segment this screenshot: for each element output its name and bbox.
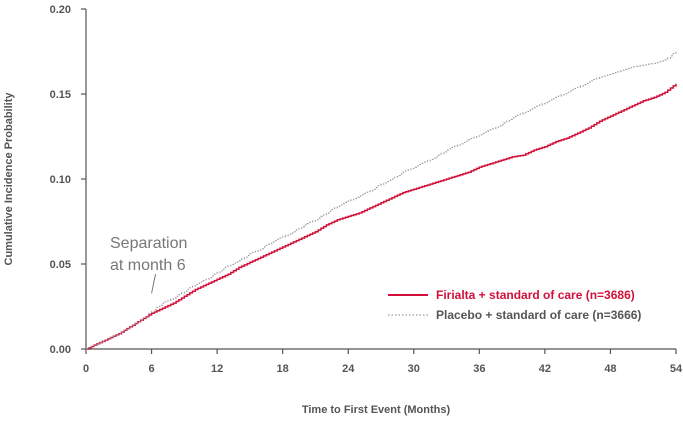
y-axis-title: Cumulative Incidence Probability: [3, 92, 15, 266]
x-tick-label: 24: [342, 363, 355, 375]
x-tick-label: 12: [211, 363, 223, 375]
y-tick-label: 0.10: [50, 174, 71, 186]
y-tick-label: 0.00: [50, 344, 71, 356]
x-tick-label: 42: [539, 363, 551, 375]
x-tick-label: 18: [277, 363, 289, 375]
x-tick-label: 6: [148, 363, 154, 375]
series-line-placebo: [86, 51, 677, 350]
legend-label-firialta: Firialta + standard of care (n=3686): [436, 288, 635, 302]
x-axis-title: Time to First Event (Months): [302, 404, 451, 416]
axes-layer: 0.00 0.05 0.10 0.15 0.20 0 6 12 18 24 30 36 42 48 54 Ti…: [3, 4, 683, 416]
y-tick-label: 0.20: [50, 4, 71, 16]
annotation-text-line: at month 6: [110, 257, 186, 274]
legend-label-placebo: Placebo + standard of care (n=3666): [436, 308, 641, 322]
x-tick-label: 54: [670, 363, 683, 375]
series-line-firialta: [86, 83, 677, 350]
annotation-pointer: [151, 273, 157, 294]
x-tick-label: 36: [473, 363, 485, 375]
annotation-text-line: Separation: [110, 235, 187, 252]
series-layer: [86, 51, 677, 350]
annotation-layer: Separation at month 6: [110, 235, 187, 294]
y-tick-label: 0.05: [50, 259, 71, 271]
x-tick-label: 0: [83, 363, 89, 375]
legend-layer: Firialta + standard of care (n=3686) Plac…: [388, 288, 641, 322]
x-tick-label: 30: [408, 363, 420, 375]
y-tick-label: 0.15: [50, 89, 71, 101]
x-tick-label: 48: [604, 363, 616, 375]
